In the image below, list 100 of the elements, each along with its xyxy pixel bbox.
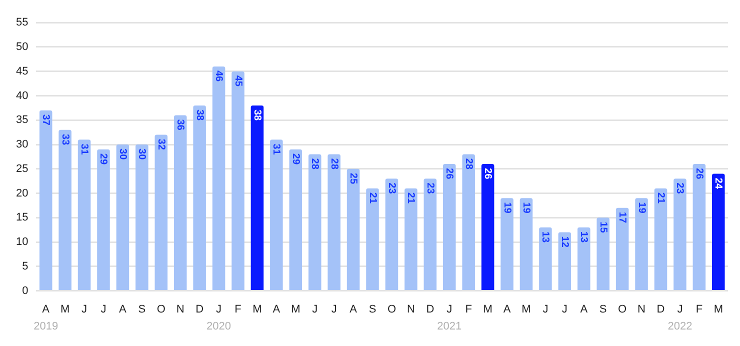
data-label: 13 <box>578 231 590 243</box>
x-tick-label: N <box>176 303 184 316</box>
bar <box>596 218 610 290</box>
category-label: J 2020 <box>206 303 232 332</box>
data-label: 33 <box>59 134 70 146</box>
bar <box>212 66 226 290</box>
bar <box>635 198 648 290</box>
bar <box>232 71 244 290</box>
x-tick-label: S <box>138 303 146 316</box>
x-tick-label: D <box>656 303 665 316</box>
data-label: 24 <box>712 178 724 190</box>
y-tick-label: 30 <box>16 138 28 151</box>
x-tick-label: S <box>368 303 376 316</box>
y-tick-label: 40 <box>16 90 28 102</box>
data-label: 32 <box>155 138 166 150</box>
x-tick-label: F <box>465 303 472 316</box>
data-label: 23 <box>424 182 436 194</box>
data-label: 29 <box>290 153 301 165</box>
x-tick-label: J <box>100 303 106 316</box>
x-tick-label: M <box>483 303 492 316</box>
x-tick-label: J <box>542 303 548 316</box>
bar <box>97 149 110 290</box>
data-label: 36 <box>174 119 186 131</box>
data-label: 28 <box>309 158 320 170</box>
y-tick-label: 20 <box>16 187 28 200</box>
x-tick-label: F <box>696 303 703 316</box>
x-tick-label: F <box>234 303 242 316</box>
x-tick-label: M <box>60 303 70 316</box>
category-label: A 2019 <box>34 303 58 332</box>
data-label: 30 <box>136 148 148 160</box>
x-tick-label: N <box>406 303 415 316</box>
data-label: 28 <box>462 158 474 170</box>
x-tick-label: M <box>522 303 531 316</box>
y-tick-label: 15 <box>16 212 28 224</box>
bar <box>250 106 264 290</box>
category-label: J 2021 <box>437 303 462 332</box>
data-label: 23 <box>386 182 397 194</box>
x-tick-label: D <box>196 303 204 316</box>
data-label: 46 <box>213 70 224 82</box>
bar <box>462 154 475 290</box>
y-tick-label: 5 <box>22 260 28 272</box>
data-label: 15 <box>597 222 608 234</box>
bar <box>346 168 360 290</box>
y-tick-label: 10 <box>16 236 28 248</box>
data-label: 31 <box>270 144 282 156</box>
bar <box>442 164 456 290</box>
bar <box>78 140 91 290</box>
data-label: 13 <box>540 231 551 243</box>
bar <box>539 227 552 290</box>
bar <box>692 164 706 290</box>
bar <box>481 164 494 290</box>
data-label: 38 <box>251 110 262 122</box>
bar <box>616 208 629 290</box>
x-tick-label: O <box>387 303 396 316</box>
bar <box>385 178 398 290</box>
x-tick-label: A <box>580 303 588 316</box>
bar <box>174 115 187 290</box>
x-tick-label: M <box>291 303 300 316</box>
x-tick-label: M <box>714 303 723 316</box>
y-tick-label: 35 <box>16 114 28 126</box>
y-tick-label: 50 <box>16 41 28 54</box>
x-tick-label: D <box>426 303 434 316</box>
data-label: 37 <box>40 114 52 126</box>
x-tick-label: A <box>503 303 512 316</box>
bar <box>674 178 686 290</box>
bar <box>116 144 130 290</box>
data-label: 38 <box>194 110 205 122</box>
data-label: 21 <box>366 192 378 204</box>
x-tick-label: J <box>331 303 337 316</box>
data-label: 21 <box>654 192 666 204</box>
bar <box>58 130 72 290</box>
y-tick-label: 0 <box>22 284 28 297</box>
data-label: 19 <box>636 202 647 214</box>
data-label: 23 <box>674 182 686 194</box>
bar <box>193 106 206 290</box>
data-label: 12 <box>558 236 570 248</box>
bar <box>404 188 418 290</box>
data-label: 17 <box>616 212 628 224</box>
bar <box>366 188 379 290</box>
data-label: 26 <box>693 168 704 180</box>
y-tick-label: 25 <box>16 162 28 175</box>
x-tick-label: N <box>638 303 646 316</box>
bar <box>154 134 168 290</box>
x-tick-label: J <box>312 303 318 316</box>
data-label: 25 <box>348 172 359 184</box>
y-tick-label: 55 <box>16 16 28 29</box>
bar <box>289 149 302 290</box>
x-tick-label: A <box>272 303 281 316</box>
data-label: 26 <box>444 168 455 180</box>
x-tick-label: A <box>350 303 358 316</box>
data-label: 31 <box>78 144 90 156</box>
data-label: 30 <box>116 148 128 160</box>
data-label: 26 <box>482 168 494 180</box>
category-label: J 2022 <box>668 303 692 332</box>
x-tick-label: J <box>562 303 568 316</box>
bar <box>308 154 322 290</box>
bar <box>270 140 283 290</box>
bar <box>520 198 533 290</box>
data-label: 21 <box>405 192 416 204</box>
x-tick-label: O <box>156 303 166 316</box>
